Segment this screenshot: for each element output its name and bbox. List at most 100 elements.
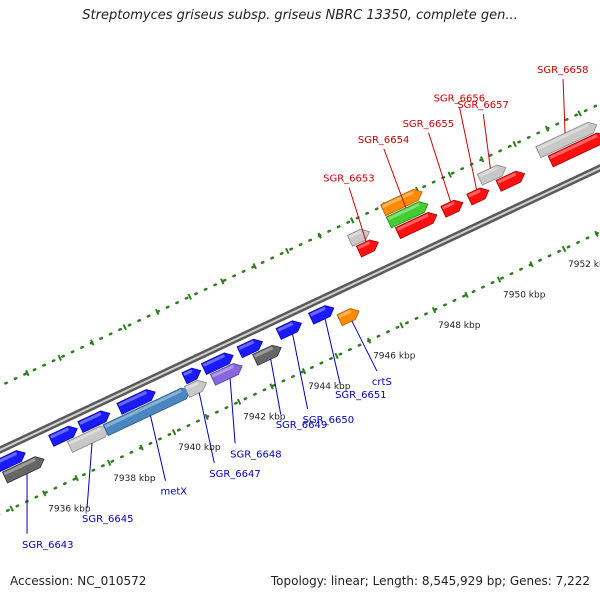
gene-label[interactable]: SGR_6650 [303,415,355,426]
gene-body[interactable] [355,237,381,258]
gene-arrow[interactable] [116,387,158,415]
gene-leader-line [150,415,166,481]
ruler-tick [447,171,452,178]
gene-body[interactable] [252,342,284,366]
gene-body[interactable] [476,162,508,186]
gene-gloss [468,189,481,198]
ruler-tick [317,232,322,239]
gene-body[interactable] [535,119,600,159]
gene-body[interactable] [48,423,80,447]
gene-arrow[interactable] [394,209,439,240]
gene-label[interactable]: crtS [372,377,392,388]
gene-leader-line [198,392,215,463]
label-layer: SGR_6643 SGR_6645 metX SGR_6647 SGR_6648 SGR_… [22,65,589,551]
gene-gloss [202,354,226,367]
gene-body[interactable] [1,454,46,484]
gene-body[interactable] [495,168,527,192]
gene-label[interactable]: metX [160,487,187,498]
gene-body[interactable] [275,318,304,340]
ruler-tick [561,245,567,253]
gene-body[interactable] [308,303,337,325]
gene-arrow[interactable] [535,119,600,159]
gene-body[interactable] [236,336,265,359]
gene-arrow[interactable] [77,408,112,434]
gene-arrow[interactable] [209,361,244,386]
ruler-tick [171,429,177,436]
ruler-tick [187,293,192,300]
ruler-tick [122,324,127,331]
gene-arrow[interactable] [0,448,28,473]
ruler-tick [252,263,257,270]
axis-tick-label: 7946 kbp [373,352,416,362]
gene-label[interactable]: SGR_6645 [82,514,134,525]
gene-arrow[interactable] [336,306,362,327]
gene-gloss [238,340,255,351]
gene-arrow[interactable] [1,454,46,484]
gene-arrow[interactable] [183,377,209,398]
accession-text: Accession: NC_010572 [10,574,147,588]
ruler-tick [220,278,225,285]
gene-body[interactable] [181,365,203,385]
gene-body[interactable] [466,185,492,206]
gene-body[interactable] [183,377,209,398]
gene-arrow[interactable] [236,336,265,359]
ruler-tick [594,230,599,237]
gene-gloss [68,427,101,445]
gene-leader-line [459,107,478,190]
gene-gloss [381,190,415,209]
gene-body[interactable] [336,306,362,327]
gene-label[interactable]: SGR_6653 [323,173,375,184]
axis-tick-label: 7940 kbp [178,443,221,453]
gene-body[interactable] [77,408,112,434]
gene-body[interactable] [547,130,600,168]
gene-body[interactable] [380,186,425,217]
gene-layer [0,119,600,484]
gene-arrow[interactable] [355,237,381,258]
gene-arrow[interactable] [380,186,425,217]
gene-body[interactable] [440,197,466,218]
gene-leader-line [292,333,309,410]
gene-arrow[interactable] [466,185,492,206]
ruler-tick [41,490,47,497]
gene-arrow[interactable] [440,197,466,218]
gene-arrow[interactable] [308,303,337,325]
gene-arrow[interactable] [48,423,80,447]
gene-label[interactable]: SGR_6648 [230,449,282,460]
gene-arrow[interactable] [476,162,508,186]
gene-label[interactable]: SGR_6649 [276,420,328,431]
gene-gloss [309,306,326,317]
gene-label[interactable]: SGR_6643 [22,540,74,551]
gene-label[interactable]: SGR_6656 [434,94,486,105]
ruler-tick [431,306,437,314]
gene-leader-line [383,148,407,209]
gene-body[interactable] [200,350,235,376]
gene-label[interactable]: SGR_6658 [537,65,589,76]
gene-gloss [277,322,294,332]
gene-body[interactable] [394,209,439,240]
ruler-tick [269,383,274,390]
gene-leader-line [348,187,367,242]
gene-arrow[interactable] [252,342,284,366]
gene-arrow[interactable] [200,350,235,376]
gene-arrow[interactable] [275,318,304,340]
gene-body[interactable] [116,387,158,415]
gene-arrow[interactable] [181,365,203,385]
gene-arrow[interactable] [385,199,430,229]
gene-arrow[interactable] [495,168,527,192]
gene-gloss [549,134,598,160]
gene-label[interactable]: SGR_6657 [457,100,509,111]
ruler-layer: 7936 kbp 7938 kbp 7940 kbp 7942 kbp 7944 kbp… [0,102,600,516]
gene-gloss [104,389,183,428]
gene-label[interactable]: SGR_6651 [335,390,387,401]
gene-gloss [185,381,199,390]
gene-label[interactable]: SGR_6655 [403,119,455,130]
gene-label[interactable]: SGR_6647 [209,469,261,480]
ruler-tick [204,413,209,421]
gene-arrow[interactable] [547,130,600,168]
gene-label[interactable]: SGR_6654 [358,135,410,146]
gene-body[interactable] [209,361,244,386]
gene-body[interactable] [0,448,28,473]
gene-body[interactable] [385,199,430,229]
